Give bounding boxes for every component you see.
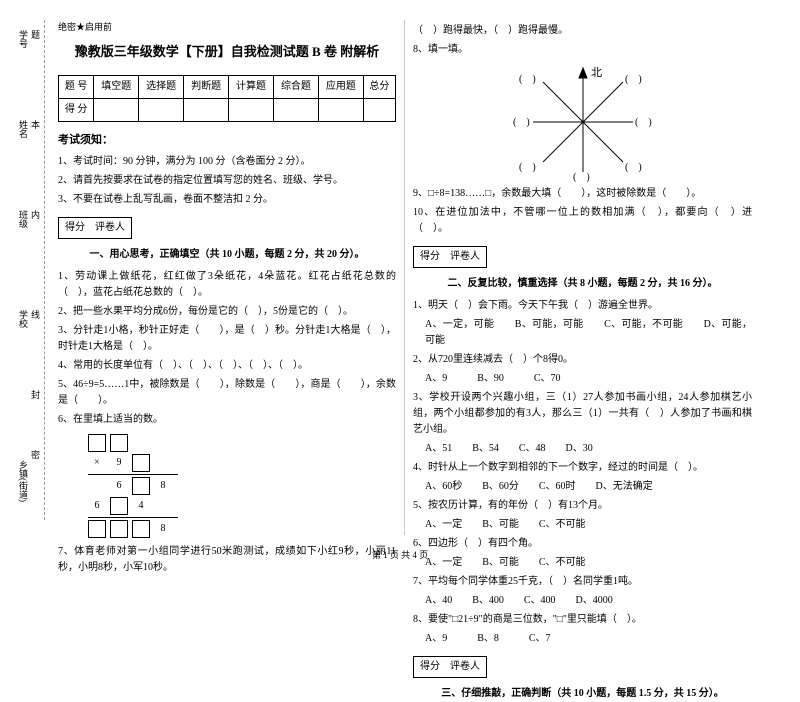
digit: 6 [88,498,106,514]
page-container: 绝密★启用前 豫教版三年级数学【下册】自我检测试题 B 卷 附解析 题 号 填空… [0,0,800,540]
section-2-title: 二、反复比较，慎重选择（共 8 小题，每题 2 分，共 16 分）。 [413,276,752,292]
compass-diagram: 北 ( ) ( ) ( ) ( ) ( ) ( ) ( ) [513,62,653,182]
digit: 8 [154,521,172,537]
digit: 6 [110,478,128,494]
td [273,99,318,122]
scorer-box: 得分 评卷人 [413,656,487,678]
s2-q2: 2、从720里连续减去（ ）个8得0。 [413,352,752,368]
th: 计算题 [229,76,274,99]
th: 总分 [363,76,395,99]
bind-mark: 线 [29,310,42,319]
compass-north: 北 [591,66,602,79]
td [94,99,139,122]
notice-item: 3、不要在试卷上乱写乱画，卷面不整洁扣 2 分。 [58,192,396,208]
section-1-title: 一、用心思考，正确填空（共 10 小题，每题 2 分，共 20 分）。 [58,247,396,263]
s2-q7: 7、平均每个同学体重25千克，（ ）名同学重1吨。 [413,574,752,590]
digit-box [110,520,128,538]
bind-mark: 题 [29,30,42,39]
td [184,99,229,122]
question-3: 3、分针走1小格，秒针正好走（ ），是（ ）秒。分针走1大格是（ ），时针走1大… [58,323,396,355]
score-table: 题 号 填空题 选择题 判断题 计算题 综合题 应用题 总分 得 分 [58,75,396,122]
td: 得 分 [59,99,94,122]
secret-label: 绝密★启用前 [58,20,396,34]
th: 选择题 [139,76,184,99]
section-3-title: 三、仔细推敲，正确判断（共 10 小题，每题 1.5 分，共 15 分）。 [413,686,752,702]
s2-q1-opts: A、一定，可能 B、可能，可能 C、可能，不可能 D、可能，可能 [425,317,752,349]
digit-box [132,477,150,495]
question-7b: （ ）跑得最快，（ ）跑得最慢。 [413,23,752,39]
s2-q7-opts: A、40 B、400 C、400 D、4000 [425,593,752,609]
svg-text:( ): ( ) [625,74,642,85]
svg-text:( ): ( ) [519,74,536,85]
bind-mark: 密 [29,450,42,459]
td [229,99,274,122]
rule-line [88,517,178,518]
table-row: 题 号 填空题 选择题 判断题 计算题 综合题 应用题 总分 [59,76,396,99]
s2-q1: 1、明天（ ）会下雨。今天下午我（ ）游遍全世界。 [413,298,752,314]
question-10: 10、在进位加法中，不管哪一位上的数相加满（ ），都要向（ ）进（ ）。 [413,205,752,237]
page-footer: 第 1 页 共 4 页 [0,548,800,561]
th: 填空题 [94,76,139,99]
digit-box [110,497,128,515]
digit-box [132,454,150,472]
mult-sign: × [88,455,106,471]
s2-q4: 4、时针从上一个数字到相邻的下一个数字，经过的时间是（ ）。 [413,460,752,476]
td [318,99,363,122]
svg-text:( ): ( ) [519,162,536,173]
s2-q3-opts: A、51 B、54 C、48 D、30 [425,441,752,457]
exam-title: 豫教版三年级数学【下册】自我检测试题 B 卷 附解析 [58,42,396,63]
th: 综合题 [273,76,318,99]
scorer-box: 得分 评卷人 [58,217,132,239]
s2-q8: 8、要使"□21÷9"的商是三位数，"□"里只能填（ ）。 [413,612,752,628]
bind-mark: 本 [29,120,42,129]
question-5: 5、46÷9=5……1中，被除数是（ ），除数是（ ），商是（ ），余数是（ ）… [58,377,396,409]
s2-q5: 5、按农历计算，有的年份（ ）有13个月。 [413,498,752,514]
s2-q8-opts: A、9 B、8 C、7 [425,631,752,647]
digit-box [88,434,106,452]
scorer-box: 得分 评卷人 [413,246,487,268]
td [139,99,184,122]
bind-mark: 封 [29,390,42,399]
bind-label: 乡镇(街道) [17,460,30,502]
question-6: 6、在里填上适当的数。 [58,412,396,428]
question-9: 9、□÷8=138……□，余数最大填（ ），这时被除数是（ ）。 [413,186,752,202]
left-column: 绝密★启用前 豫教版三年级数学【下册】自我检测试题 B 卷 附解析 题 号 填空… [50,20,405,535]
td [363,99,395,122]
svg-text:( ): ( ) [573,172,590,182]
th: 判断题 [184,76,229,99]
svg-text:( ): ( ) [625,162,642,173]
digit-box [132,520,150,538]
svg-text:( ): ( ) [635,117,652,128]
question-4: 4、常用的长度单位有（ ）、（ ）、（ ）、（ ）、（ ）。 [58,358,396,374]
question-8: 8、填一填。 [413,42,752,58]
notice-item: 2、请首先按要求在试卷的指定位置填写您的姓名、班级、学号。 [58,173,396,189]
digit: 4 [132,498,150,514]
s2-q2-opts: A、9 B、90 C、70 [425,371,752,387]
question-2: 2、把一些水果平均分成6份，每份是它的（ ），5份是它的（ ）。 [58,304,396,320]
multiplication-diagram: ×9 68 64 8 [88,434,396,538]
right-column: （ ）跑得最快，（ ）跑得最慢。 8、填一填。 北 ( ) ( ) ( ) ( ) … [405,20,760,535]
digit: 9 [110,455,128,471]
bind-mark: 内 [29,210,42,219]
notice-item: 1、考试时间：90 分钟，满分为 100 分（含卷面分 2 分）。 [58,154,396,170]
question-1: 1、劳动课上做纸花，红红做了3朵纸花，4朵蓝花。红花占纸花总数的（ ），蓝花占纸… [58,269,396,301]
s2-q5-opts: A、一定 B、可能 C、不可能 [425,517,752,533]
table-row: 得 分 [59,99,396,122]
s2-q3: 3、学校开设两个兴趣小组，三（1）27人参加书画小组，24人参加棋艺小组，两个小… [413,390,752,438]
svg-text:( ): ( ) [513,117,530,128]
digit: 8 [154,478,172,494]
binding-margin: 学号 题 姓名 本 班级 内 学校 线 封 密 乡镇(街道) [15,20,45,520]
digit-box [88,520,106,538]
th: 题 号 [59,76,94,99]
rule-line [88,474,178,475]
digit-box [110,434,128,452]
s2-q4-opts: A、60秒 B、60分 C、60时 D、无法确定 [425,479,752,495]
notice-heading: 考试须知： [58,132,396,150]
th: 应用题 [318,76,363,99]
